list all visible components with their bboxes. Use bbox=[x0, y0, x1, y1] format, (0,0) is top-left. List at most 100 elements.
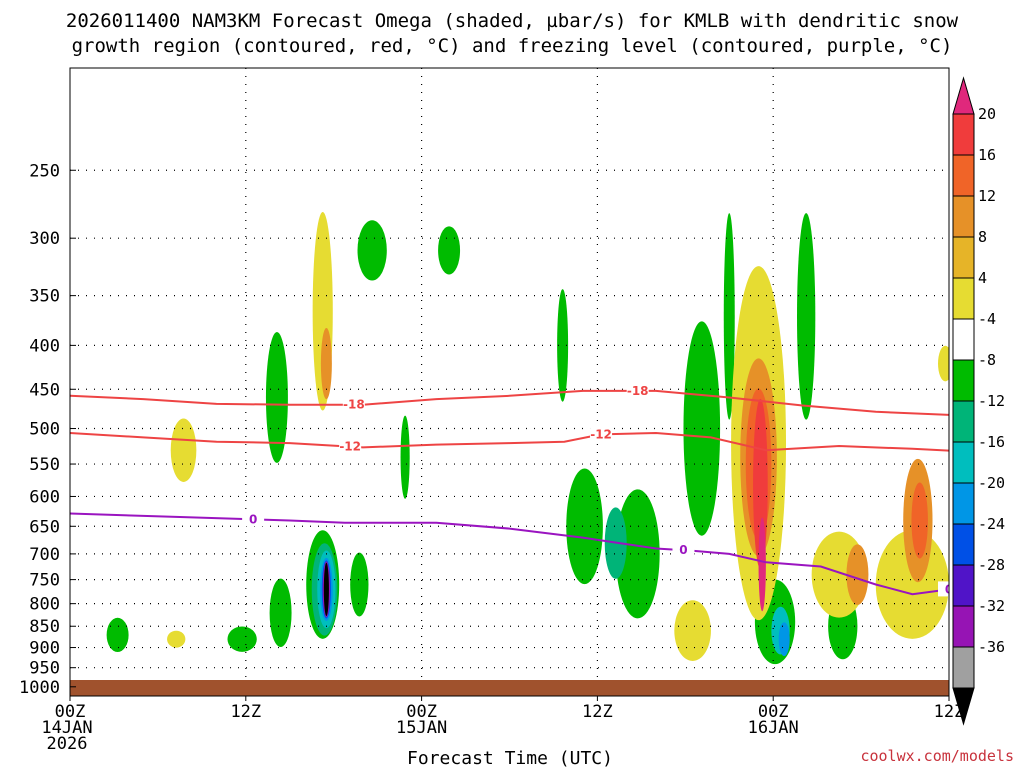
colorbar-segment bbox=[952, 441, 975, 484]
y-tick-label: 850 bbox=[29, 617, 60, 637]
y-tick-label: 750 bbox=[29, 571, 60, 591]
omega-cell-neg4 bbox=[400, 415, 410, 499]
x-tick-label: 00Z bbox=[406, 702, 437, 722]
x-axis-title: Forecast Time (UTC) bbox=[407, 748, 613, 768]
colorbar-segment bbox=[952, 482, 975, 525]
omega-cell-pos20 bbox=[758, 517, 766, 612]
x-tick-label: 14JAN bbox=[41, 718, 92, 738]
y-tick-label: 350 bbox=[29, 287, 60, 307]
omega-cell-neg4 bbox=[106, 617, 129, 653]
omega-cell-neg4 bbox=[797, 213, 816, 420]
chart-title-line-1: 2026011400 NAM3KM Forecast Omega (shaded… bbox=[66, 10, 959, 32]
terrain-ground bbox=[70, 680, 949, 696]
contour-label-bg bbox=[590, 426, 613, 442]
contour-label-freezing-level: 0 bbox=[945, 582, 953, 596]
omega-cell-neg4 bbox=[615, 489, 660, 619]
contour-label-bg bbox=[672, 542, 695, 558]
colorbar-label: -36 bbox=[978, 638, 1005, 656]
y-tick-label: 950 bbox=[29, 659, 60, 679]
contour-label-bg bbox=[938, 581, 949, 597]
omega-cell-neg4 bbox=[350, 552, 369, 617]
omega-cell-neg4 bbox=[723, 213, 735, 420]
colorbar-segment bbox=[952, 400, 975, 443]
colorbar-segment bbox=[952, 236, 975, 279]
colorbar-label: -28 bbox=[978, 556, 1005, 574]
y-tick-label: 600 bbox=[29, 487, 60, 507]
contour-label-dgz-minus12: -12 bbox=[339, 440, 361, 454]
y-tick-label: 650 bbox=[29, 517, 60, 537]
omega-cell-neg4 bbox=[227, 626, 257, 652]
colorbar-segment bbox=[952, 605, 975, 648]
omega-cell-pos4 bbox=[875, 530, 949, 639]
y-tick-label: 800 bbox=[29, 595, 60, 615]
y-tick-label: 700 bbox=[29, 545, 60, 565]
x-tick-label: 12Z bbox=[582, 702, 613, 722]
y-axis-pressure: 2503003504004505005506006507007508008509… bbox=[19, 161, 76, 698]
y-tick-label: 400 bbox=[29, 336, 60, 356]
omega-cell-pos12 bbox=[911, 482, 928, 559]
colorbar-segment bbox=[952, 195, 975, 238]
contour-label-freezing-level: 0 bbox=[679, 543, 687, 557]
x-tick-label: 00Z bbox=[55, 702, 86, 722]
contour-label-bg bbox=[242, 511, 265, 527]
colorbar-label: 16 bbox=[978, 146, 996, 164]
chart-title-line-2: growth region (contoured, red, °C) and f… bbox=[72, 35, 953, 57]
colorbar-segment bbox=[952, 646, 975, 689]
contour-label-freezing-level: 0 bbox=[249, 512, 257, 526]
colorbar-arrow-top bbox=[952, 76, 975, 115]
omega-cell-pos8 bbox=[320, 327, 332, 400]
x-tick-label: 2026 bbox=[47, 734, 88, 754]
colorbar-label: 8 bbox=[978, 228, 987, 246]
contour-label-dgz-minus12: -12 bbox=[590, 427, 612, 441]
omega-cell-neg4 bbox=[683, 321, 721, 536]
colorbar-arrow-bottom bbox=[952, 687, 975, 726]
contour-label-dgz-minus18: -18 bbox=[343, 398, 365, 412]
colorbar-segment bbox=[952, 359, 975, 402]
colorbar-label: -8 bbox=[978, 351, 996, 369]
omega-cell-pos4 bbox=[938, 345, 949, 382]
colorbar-segment bbox=[952, 523, 975, 566]
colorbar-label: -32 bbox=[978, 597, 1005, 615]
contour-freezing-level bbox=[70, 512, 949, 596]
contour-label-bg bbox=[626, 382, 649, 398]
contour-dgz-minus18 bbox=[70, 389, 949, 416]
colorbar-segment bbox=[952, 154, 975, 197]
omega-cell-neg4 bbox=[357, 220, 387, 281]
colorbar-label: -20 bbox=[978, 474, 1005, 492]
omega-cell-pos4 bbox=[674, 600, 711, 661]
gridlines bbox=[70, 68, 949, 696]
contour-label-bg bbox=[339, 438, 362, 454]
omega-cell-neg4 bbox=[566, 468, 603, 585]
x-tick-label: 16JAN bbox=[748, 718, 799, 738]
y-tick-label: 250 bbox=[29, 161, 60, 181]
x-tick-label: 00Z bbox=[758, 702, 789, 722]
credit-text: coolwx.com/models bbox=[860, 747, 1014, 765]
x-tick-label: 15JAN bbox=[396, 718, 447, 738]
x-tick-label: 12Z bbox=[230, 702, 261, 722]
plot-frame bbox=[69, 67, 950, 697]
y-tick-label: 300 bbox=[29, 229, 60, 249]
omega-cell-neg4 bbox=[557, 289, 569, 402]
x-tick-label: 12Z bbox=[934, 702, 965, 722]
y-tick-label: 1000 bbox=[19, 678, 60, 698]
contour-label-bg bbox=[342, 396, 365, 412]
colorbar-label: 12 bbox=[978, 187, 996, 205]
y-tick-label: 900 bbox=[29, 639, 60, 659]
colorbar-segment bbox=[952, 113, 975, 156]
colorbar-label: -4 bbox=[978, 310, 996, 328]
colorbar-label: 4 bbox=[978, 269, 987, 287]
y-tick-label: 450 bbox=[29, 380, 60, 400]
omega-cell-neg36 bbox=[323, 562, 329, 617]
colorbar-label: -16 bbox=[978, 433, 1005, 451]
colorbar-label: -12 bbox=[978, 392, 1005, 410]
contour-dgz-minus12 bbox=[70, 431, 949, 452]
omega-cell-pos4 bbox=[170, 418, 197, 482]
y-tick-label: 550 bbox=[29, 455, 60, 475]
colorbar-label: 20 bbox=[978, 105, 996, 123]
colorbar-segment bbox=[952, 277, 975, 320]
omega-cell-pos4 bbox=[167, 630, 186, 648]
